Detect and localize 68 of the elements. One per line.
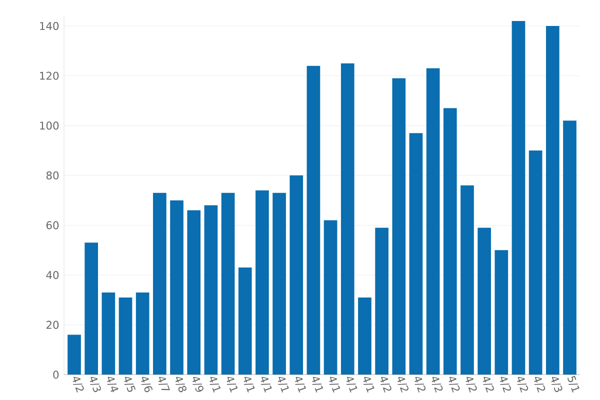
x-tick-label: 4/2 bbox=[448, 376, 460, 392]
x-tick-label: 4/8 bbox=[175, 376, 186, 392]
x-tick-label: 4/2 bbox=[414, 376, 426, 392]
bar bbox=[460, 185, 474, 375]
bar bbox=[546, 26, 560, 375]
bar bbox=[358, 297, 372, 375]
y-tick-label: 80 bbox=[46, 171, 59, 180]
x-tick-label: 4/1 bbox=[278, 376, 289, 393]
bar bbox=[528, 150, 542, 375]
x-tick-label: 4/2 bbox=[466, 376, 477, 392]
bar bbox=[443, 108, 457, 375]
bar bbox=[426, 68, 440, 375]
x-tick-label: 4/1 bbox=[226, 376, 238, 393]
bar bbox=[409, 133, 423, 375]
x-tick-label: 4/1 bbox=[363, 376, 374, 393]
x-tick-label: 4/1 bbox=[346, 376, 358, 393]
x-tick-label: 4/2 bbox=[534, 376, 546, 392]
y-tick-label: 0 bbox=[53, 370, 59, 379]
bar bbox=[375, 228, 388, 375]
x-tick-label: 4/7 bbox=[158, 376, 170, 390]
bar bbox=[68, 334, 81, 375]
x-tick-label: 4/2 bbox=[432, 376, 443, 392]
bar bbox=[340, 63, 354, 375]
x-tick-label: 4/1 bbox=[244, 376, 255, 393]
y-tick-label: 120 bbox=[40, 72, 59, 80]
bar bbox=[306, 66, 320, 375]
x-tick-label: 4/1 bbox=[295, 376, 306, 393]
x-tick-label: 4/3 bbox=[551, 376, 562, 392]
y-tick-label: 100 bbox=[40, 122, 59, 130]
bar bbox=[478, 228, 491, 375]
y-tick-label: 60 bbox=[46, 221, 59, 230]
x-tick-label: 4/5 bbox=[124, 376, 136, 392]
x-tick-label: 4/4 bbox=[107, 376, 118, 392]
bar bbox=[136, 292, 150, 375]
bar bbox=[118, 297, 132, 375]
y-tick-label: 40 bbox=[46, 270, 59, 280]
bar bbox=[272, 192, 286, 375]
bar bbox=[238, 268, 252, 375]
bar bbox=[512, 20, 526, 375]
x-tick-label: 4/1 bbox=[312, 376, 324, 393]
bar bbox=[84, 242, 98, 375]
bar bbox=[324, 220, 338, 375]
x-tick-label: 4/3 bbox=[90, 376, 101, 392]
bar bbox=[204, 205, 218, 375]
x-tick-label: 4/1 bbox=[210, 376, 221, 393]
x-tick-label: 4/6 bbox=[141, 376, 153, 392]
x-tick-label: 4/2 bbox=[517, 376, 528, 392]
x-tick-label: 4/2 bbox=[398, 376, 408, 392]
x-tick-label: 4/2 bbox=[482, 376, 494, 392]
x-tick-label: 4/1 bbox=[260, 376, 272, 393]
x-tick-label: 5/1 bbox=[568, 376, 580, 393]
x-tick-label: 4/2 bbox=[500, 376, 511, 392]
bar bbox=[563, 120, 576, 375]
x-tick-label: 4/1 bbox=[329, 376, 340, 393]
x-tick-label: 4/2 bbox=[380, 376, 392, 392]
x-tick-label: 4/9 bbox=[192, 376, 204, 392]
bar bbox=[494, 250, 508, 375]
bar bbox=[187, 210, 201, 375]
x-tick-label: 4/2 bbox=[72, 376, 84, 392]
bar bbox=[221, 192, 235, 375]
y-tick-label: 20 bbox=[46, 320, 59, 329]
bar bbox=[102, 292, 116, 375]
bar bbox=[290, 175, 304, 375]
bar bbox=[256, 190, 269, 375]
y-tick-label: 140 bbox=[40, 22, 59, 30]
bar bbox=[153, 192, 166, 375]
bar bbox=[170, 200, 184, 375]
bar bbox=[392, 78, 406, 375]
